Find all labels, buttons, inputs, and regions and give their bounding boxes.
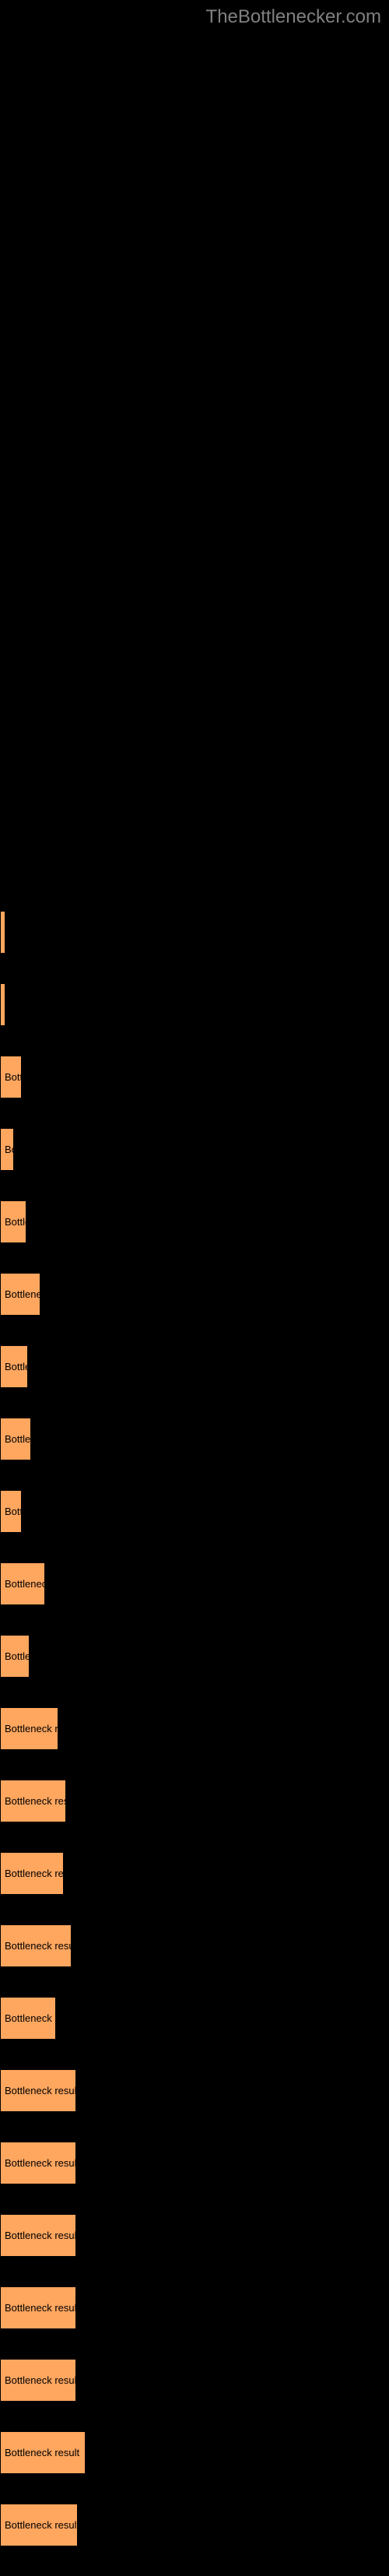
bar: Bottleneck res: [0, 1997, 56, 2040]
bar: Bottleneck result: [0, 1780, 66, 1822]
bar-row: [0, 911, 389, 954]
bar-row: Bottleneck result: [0, 2214, 389, 2257]
bar: Bottlene: [0, 1635, 30, 1678]
watermark-text: TheBottlenecker.com: [206, 6, 381, 28]
bar: Bottleneck result: [0, 1852, 64, 1895]
bar-row: Bottlenec: [0, 1418, 389, 1460]
bar-row: Bottleneck r: [0, 1562, 389, 1605]
bar-row: Bottleneck result: [0, 2142, 389, 2184]
bar: Bottlenec: [0, 1418, 31, 1460]
bar: Bottleneck result: [0, 2431, 86, 2474]
bar-row: Bottleneck: [0, 1273, 389, 1316]
bar-row: Bottle: [0, 1490, 389, 1533]
bar-row: Bottlene: [0, 1345, 389, 1388]
bar: Bo: [0, 1128, 14, 1171]
bar: Bottle: [0, 1490, 22, 1533]
bar-row: Bottleneck result: [0, 2431, 389, 2474]
bar-row: Bottlene: [0, 1200, 389, 1243]
bar: Bottle: [0, 1056, 22, 1098]
bar-row: Bottleneck result: [0, 2359, 389, 2402]
bar: [0, 911, 5, 954]
bar: Bottleneck result: [0, 2214, 76, 2257]
bar: Bottleneck result: [0, 2359, 76, 2402]
bar-row: Bottleneck res: [0, 1997, 389, 2040]
bar-row: [0, 983, 389, 1026]
bar-row: Bottle: [0, 1056, 389, 1098]
bar-row: Bottleneck result: [0, 1852, 389, 1895]
bar: Bottlene: [0, 1345, 28, 1388]
bar-row: Bottlene: [0, 1635, 389, 1678]
bar: Bottleneck result: [0, 2286, 76, 2329]
bar: Bottleneck result: [0, 2069, 76, 2112]
bar: Bottleneck r: [0, 1562, 45, 1605]
bar: Bottleneck result: [0, 2142, 76, 2184]
bar-row: Bottleneck result: [0, 2286, 389, 2329]
bar: Bottleneck result: [0, 2504, 78, 2546]
bar-row: Bottleneck result: [0, 2504, 389, 2546]
bar-row: Bottleneck result: [0, 1924, 389, 1967]
bar: Bottleneck result: [0, 1924, 72, 1967]
bar: Bottlene: [0, 1200, 26, 1243]
bar-row: Bo: [0, 1128, 389, 1171]
bar-row: Bottleneck result: [0, 1780, 389, 1822]
bar: Bottleneck: [0, 1273, 40, 1316]
bar: Bottleneck resu: [0, 1707, 58, 1750]
bar-row: Bottleneck result: [0, 2069, 389, 2112]
chart-container: Bottle Bo Bottlene Bottleneck Bottlene Bottle…: [0, 911, 389, 2576]
bar: [0, 983, 5, 1026]
bar-row: Bottleneck resu: [0, 1707, 389, 1750]
